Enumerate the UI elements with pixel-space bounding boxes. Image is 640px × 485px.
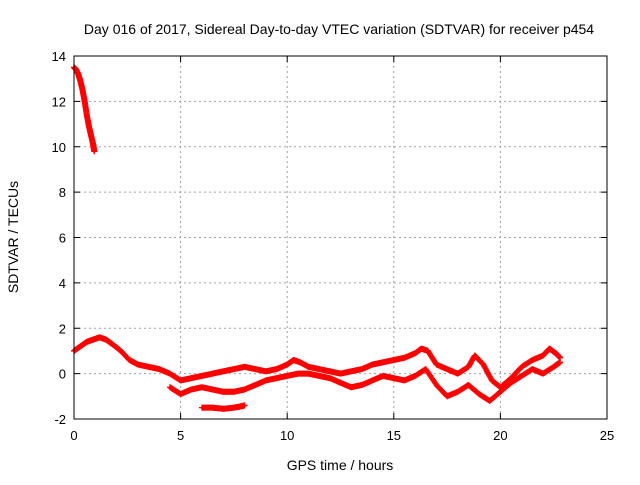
y-tick-label: 12 xyxy=(52,94,66,109)
y-tick-label: 2 xyxy=(59,321,66,336)
y-tick-label: 14 xyxy=(52,49,66,64)
axis-ticks: 0 5 10 15 20 25 -2 0 2 4 6 8 10 12 14 xyxy=(52,49,615,443)
data-point xyxy=(91,148,98,155)
x-tick-label: 0 xyxy=(70,428,77,443)
x-tick-label: 25 xyxy=(600,428,614,443)
x-tick-label: 15 xyxy=(387,428,401,443)
y-tick-label: 10 xyxy=(52,140,66,155)
data-points xyxy=(71,64,564,412)
grid-lines xyxy=(74,56,607,419)
x-tick-label: 20 xyxy=(493,428,507,443)
x-tick-label: 5 xyxy=(177,428,184,443)
x-tick-label: 10 xyxy=(280,428,294,443)
y-tick-label: 8 xyxy=(59,185,66,200)
data-point xyxy=(557,359,564,366)
chart-title: Day 016 of 2017, Sidereal Day-to-day VTE… xyxy=(84,21,594,37)
y-tick-label: 0 xyxy=(59,367,66,382)
x-axis-label: GPS time / hours xyxy=(287,457,394,473)
y-tick-label: -2 xyxy=(54,412,66,427)
data-point xyxy=(241,402,248,409)
y-tick-label: 4 xyxy=(59,276,66,291)
y-axis-label: SDTVAR / TECUs xyxy=(5,181,21,293)
y-tick-label: 6 xyxy=(59,231,66,246)
